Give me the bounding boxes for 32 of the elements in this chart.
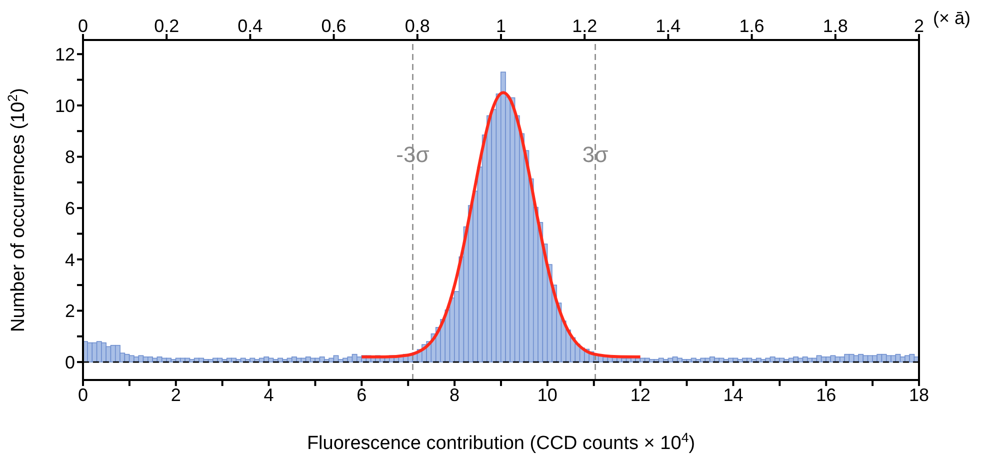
y-tick-label: 2 bbox=[64, 301, 75, 322]
x2-tick-label: 1.6 bbox=[739, 16, 764, 36]
x2-tick-label: 1.4 bbox=[656, 16, 681, 36]
x2-tick-label: 0.2 bbox=[154, 16, 180, 36]
x2-tick-label: 2 bbox=[914, 16, 924, 36]
y-tick-label: 6 bbox=[64, 198, 75, 218]
x2-tick-label: 1 bbox=[496, 16, 506, 36]
x2-tick-label: 0.4 bbox=[238, 16, 263, 36]
x-tick-label: 4 bbox=[264, 384, 274, 405]
x-tick-label: 12 bbox=[630, 384, 650, 405]
x-tick-label: 8 bbox=[450, 384, 460, 405]
x-tick-label: 16 bbox=[816, 384, 836, 405]
y-tick-label: 12 bbox=[54, 44, 75, 65]
y-tick-label: 8 bbox=[64, 147, 75, 168]
ref-line-label: -3σ bbox=[396, 142, 430, 167]
x-tick-label: 10 bbox=[537, 384, 558, 405]
x2-tick-label: 0.8 bbox=[404, 16, 430, 36]
x2-tick-label: 1.8 bbox=[822, 16, 848, 36]
y-tick-label: 4 bbox=[64, 250, 75, 270]
ref-line-label: 3σ bbox=[582, 142, 609, 167]
x2-tick-label: 0.6 bbox=[321, 16, 346, 36]
x-tick-label: 18 bbox=[908, 384, 930, 405]
x-tick-label: 2 bbox=[170, 384, 181, 405]
x2-axis-title: (× ā) bbox=[933, 8, 971, 28]
y-tick-label: 10 bbox=[54, 96, 75, 116]
x-axis-title: Fluorescence contribution (CCD counts × 10$^{4}$) bbox=[306, 430, 696, 454]
x-tick-label: 14 bbox=[723, 384, 744, 405]
x-tick-label: 6 bbox=[356, 384, 367, 405]
y-tick-label: 0 bbox=[64, 352, 75, 372]
x2-tick-label: 1.2 bbox=[572, 16, 598, 36]
x2-tick-label: 0 bbox=[78, 16, 88, 36]
x-tick-label: 0 bbox=[78, 384, 88, 405]
